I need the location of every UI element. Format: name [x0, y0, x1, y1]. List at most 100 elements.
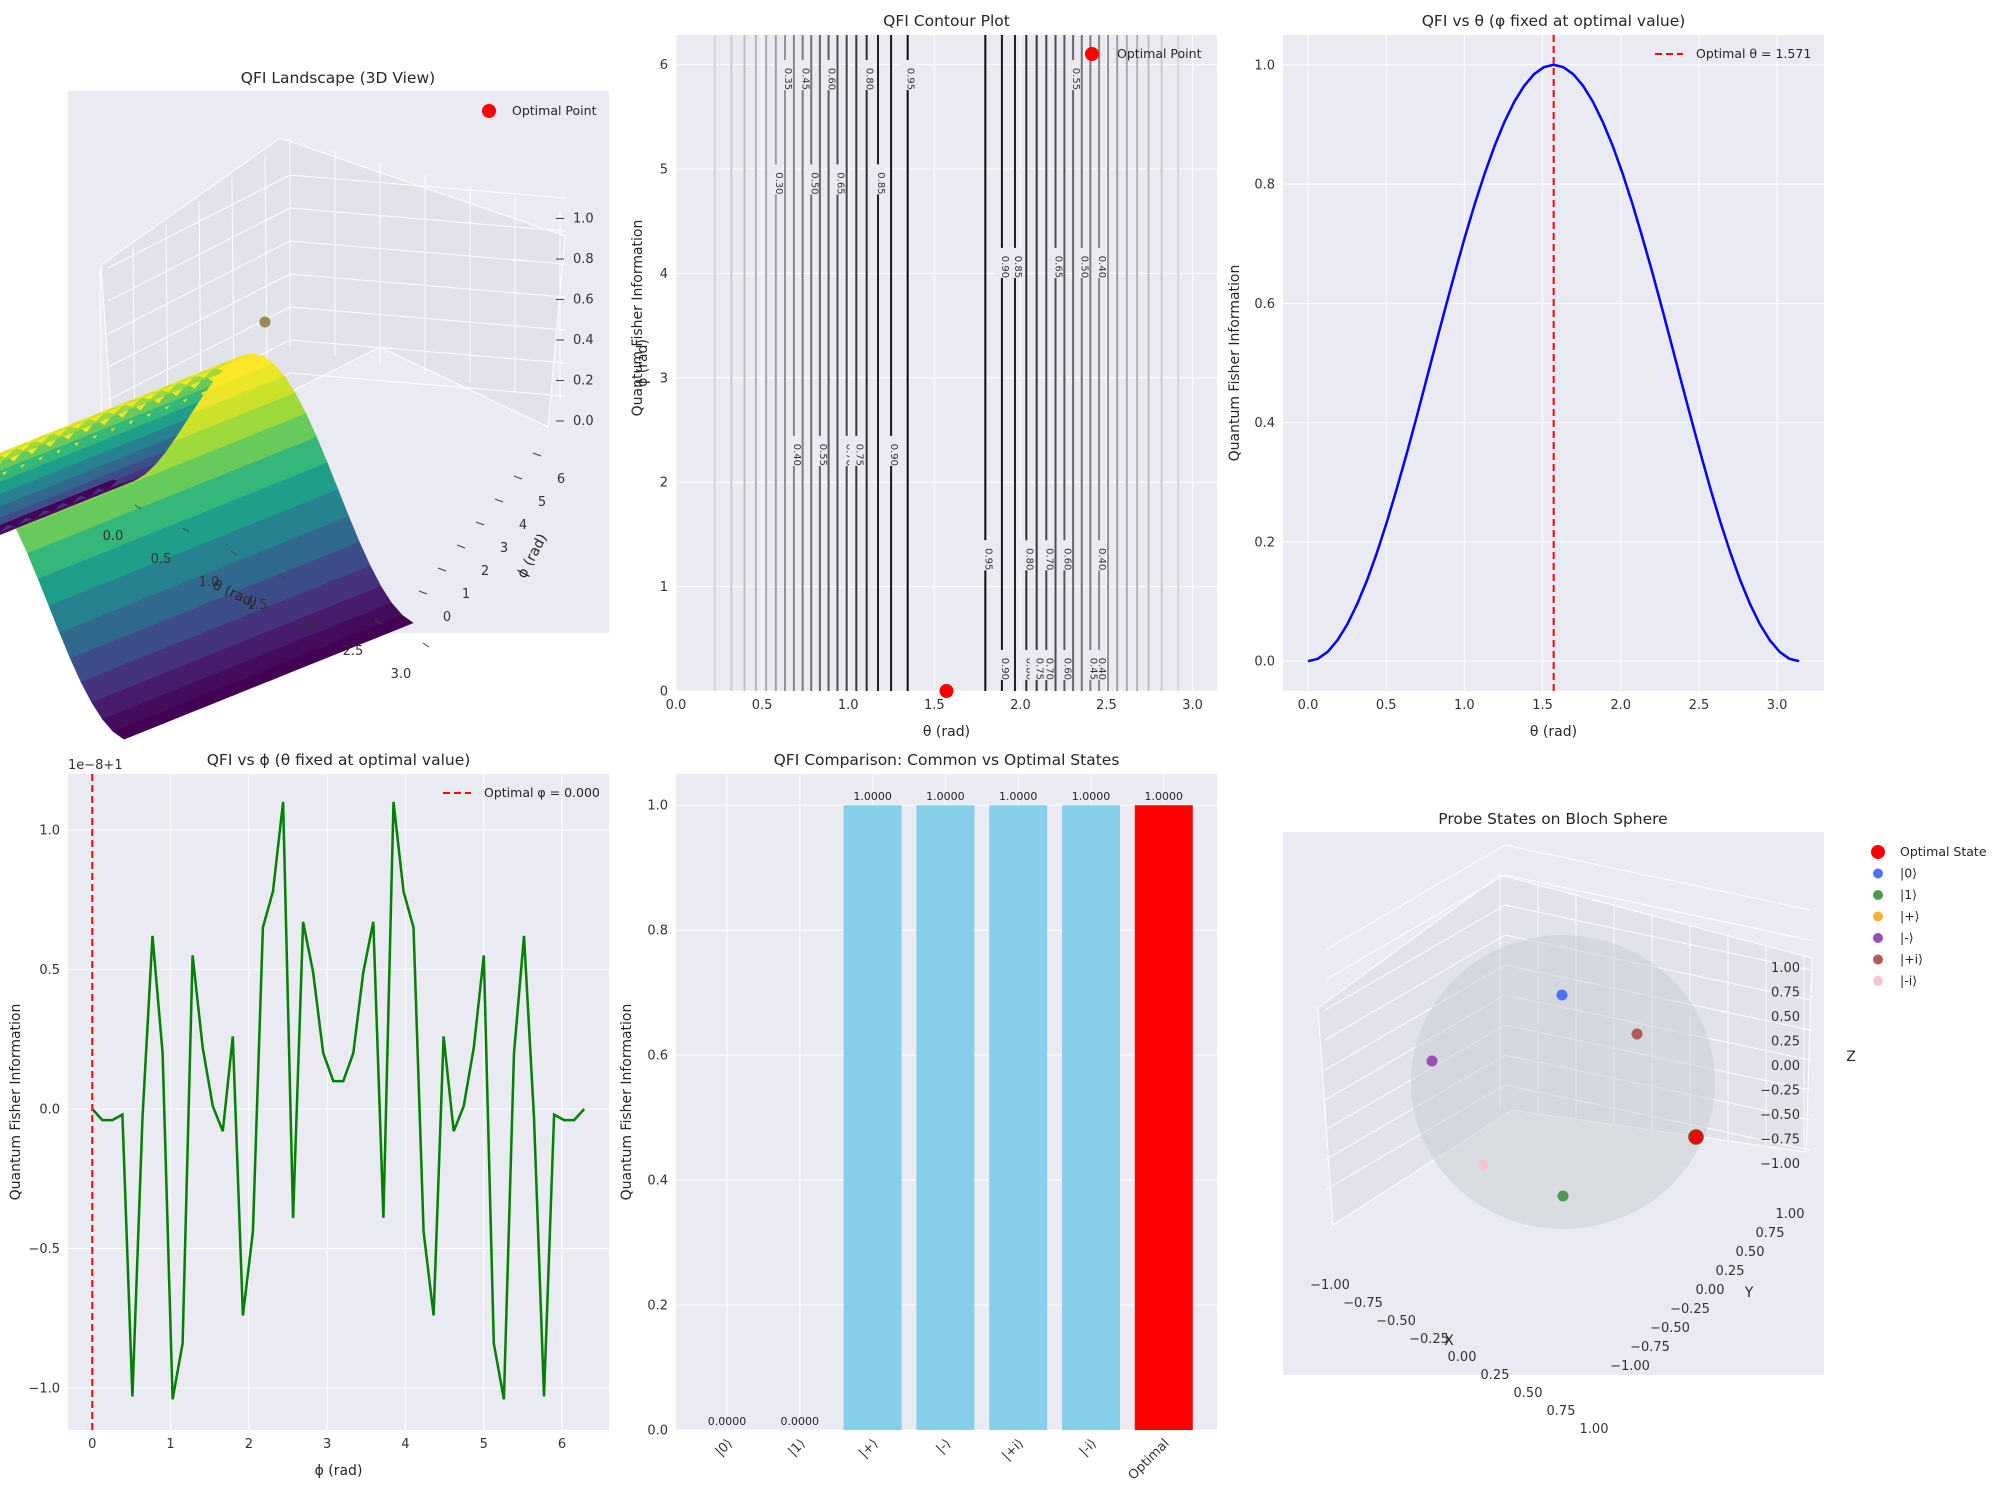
y-tick-label: 2: [660, 476, 668, 491]
contour-label-bg: [1057, 649, 1072, 680]
theta-tick-mark: [182, 527, 190, 533]
state-point: [1477, 1159, 1489, 1171]
contour-label: 0.50: [1079, 256, 1090, 278]
phi-tick-label: 1: [462, 587, 470, 602]
z-tick-label: 0.6: [573, 293, 594, 308]
contour-label: 0.90: [888, 444, 899, 466]
x-tick-label: 0: [88, 1437, 96, 1452]
pane-gridline: [107, 207, 291, 302]
z-tick-label: 1.00: [1771, 961, 1800, 976]
theta-tick-mark: [134, 504, 142, 510]
x-tick-label: |0⟩: [713, 1436, 736, 1459]
phi-tick-label: 5: [538, 495, 546, 510]
y-tick-label: 0: [660, 685, 668, 700]
bar: [1062, 805, 1120, 1430]
x-tick-label: |1⟩: [785, 1436, 808, 1459]
phi-tick-mark: [532, 452, 542, 457]
legend-label: |-⟩: [1900, 930, 1914, 945]
contour-label: 0.65: [834, 172, 845, 194]
y-tick-label: 0.4: [1254, 416, 1275, 431]
phi-tick-label: 6: [557, 472, 565, 487]
qfi-curve: [91, 801, 586, 1400]
state-point: [1557, 1190, 1569, 1202]
y-tick-label: 3: [660, 371, 668, 386]
contour-label-bg: [1074, 247, 1089, 278]
y-tick-label: −0.75: [1630, 1340, 1670, 1355]
y-tick-label: 1.0: [39, 823, 60, 838]
contour-lines: [713, 35, 1180, 691]
x-tick-label: Optimal: [1126, 1436, 1173, 1483]
legend-marker: [1873, 868, 1883, 879]
legend-label: Optimal Point: [1117, 46, 1202, 61]
contour-label-bg: [778, 60, 793, 91]
contour-label: 0.40: [791, 444, 802, 466]
y-tick-label: 5: [660, 162, 668, 177]
pane-gridline: [1324, 874, 1506, 981]
y-tick-label: 0.5: [39, 963, 60, 978]
y-axis-label: ϕ (rad): [635, 339, 651, 387]
y-tick-label: −1.0: [28, 1382, 60, 1397]
x-tick-label: −1.00: [1310, 1278, 1350, 1293]
x-tick-label: 1.0: [838, 698, 859, 713]
state-point: [1426, 1055, 1438, 1067]
y-tick-label: 0.6: [1254, 297, 1275, 312]
phi-tick-mark: [494, 498, 504, 503]
z-tick-label: 0.8: [573, 252, 594, 267]
plot-area: [68, 774, 609, 1430]
contour-label-bg: [1029, 649, 1044, 680]
contour-label: 0.75: [1034, 658, 1045, 680]
contour-label-bg: [1092, 540, 1107, 571]
qfi-surface: [0, 353, 414, 740]
y-tick-label: 0.00: [1696, 1283, 1725, 1298]
y-tick-label: 0.25: [1716, 1264, 1745, 1279]
qfi-vs-theta-panel: QFI vs θ (φ fixed at optimal value) 0.0 0.…: [1227, 12, 1824, 740]
theta-tick-mark: [230, 550, 238, 556]
y-tick-label: 0.0: [39, 1102, 60, 1117]
legend-marker: [1873, 890, 1883, 900]
x-tick-label: 1.5: [1532, 698, 1553, 713]
y-axis-label: Quantum Fisher Information: [1227, 265, 1243, 462]
contour-label: 0.55: [817, 444, 828, 466]
x-tick-label: |+⟩: [856, 1436, 881, 1461]
theta-tick-mark: [374, 619, 382, 625]
legend-marker: [1873, 933, 1883, 943]
x-tick-label: 3.0: [1182, 698, 1203, 713]
bar: [1134, 805, 1193, 1430]
z-tick-label: −0.50: [1760, 1108, 1800, 1123]
contour-label: 0.30: [773, 172, 784, 194]
legend-label: Optimal φ = 0.000: [484, 785, 600, 800]
contour-label: 0.85: [1012, 256, 1023, 278]
qfi-comparison-bar-panel: QFI Comparison: Common vs Optimal States…: [619, 751, 1217, 1483]
legend-marker: [1873, 976, 1883, 986]
contour-label-bg: [1083, 649, 1098, 680]
x-tick-label: 6: [558, 1437, 566, 1452]
bar: [916, 805, 975, 1430]
y-tick-label: 6: [660, 58, 668, 73]
contour-label: 0.45: [1087, 658, 1098, 680]
optimal-state-point: [1688, 1129, 1704, 1145]
bar-value-label: 1.0000: [926, 790, 965, 803]
contour-label: 0.50: [808, 172, 819, 194]
contour-label-bg: [871, 164, 886, 195]
pane-gridline: [1504, 844, 1811, 911]
bloch-sphere-panel: Probe States on Bloch Sphere −1.00 −0.75 −0…: [1283, 810, 1987, 1437]
theta-tick-label: 1.0: [199, 575, 220, 590]
x-tick-label: −0.25: [1409, 1332, 1449, 1347]
legend-marker-optimal-point: [482, 104, 496, 118]
z-tick-label: 0.00: [1771, 1059, 1800, 1074]
state-point: [1631, 1028, 1643, 1040]
chart-title: QFI vs θ (φ fixed at optimal value): [1422, 12, 1686, 30]
pane-gridline: [289, 207, 566, 232]
bar-value-label: 1.0000: [1072, 790, 1111, 803]
x-tick-label: 0.75: [1547, 1404, 1576, 1419]
legend-label: |+i⟩: [1900, 952, 1923, 967]
contour-label: 0.65: [1053, 256, 1064, 278]
y-tick-label: 0.8: [1254, 178, 1275, 193]
x-tick-label: 2.0: [1610, 698, 1631, 713]
contour-label-bg: [812, 435, 827, 466]
optimal-point-marker: [259, 316, 271, 328]
contour-label-bg: [830, 164, 845, 195]
contour-label: 0.60: [1061, 548, 1072, 570]
y-tick-label: 1.00: [1776, 1207, 1805, 1222]
